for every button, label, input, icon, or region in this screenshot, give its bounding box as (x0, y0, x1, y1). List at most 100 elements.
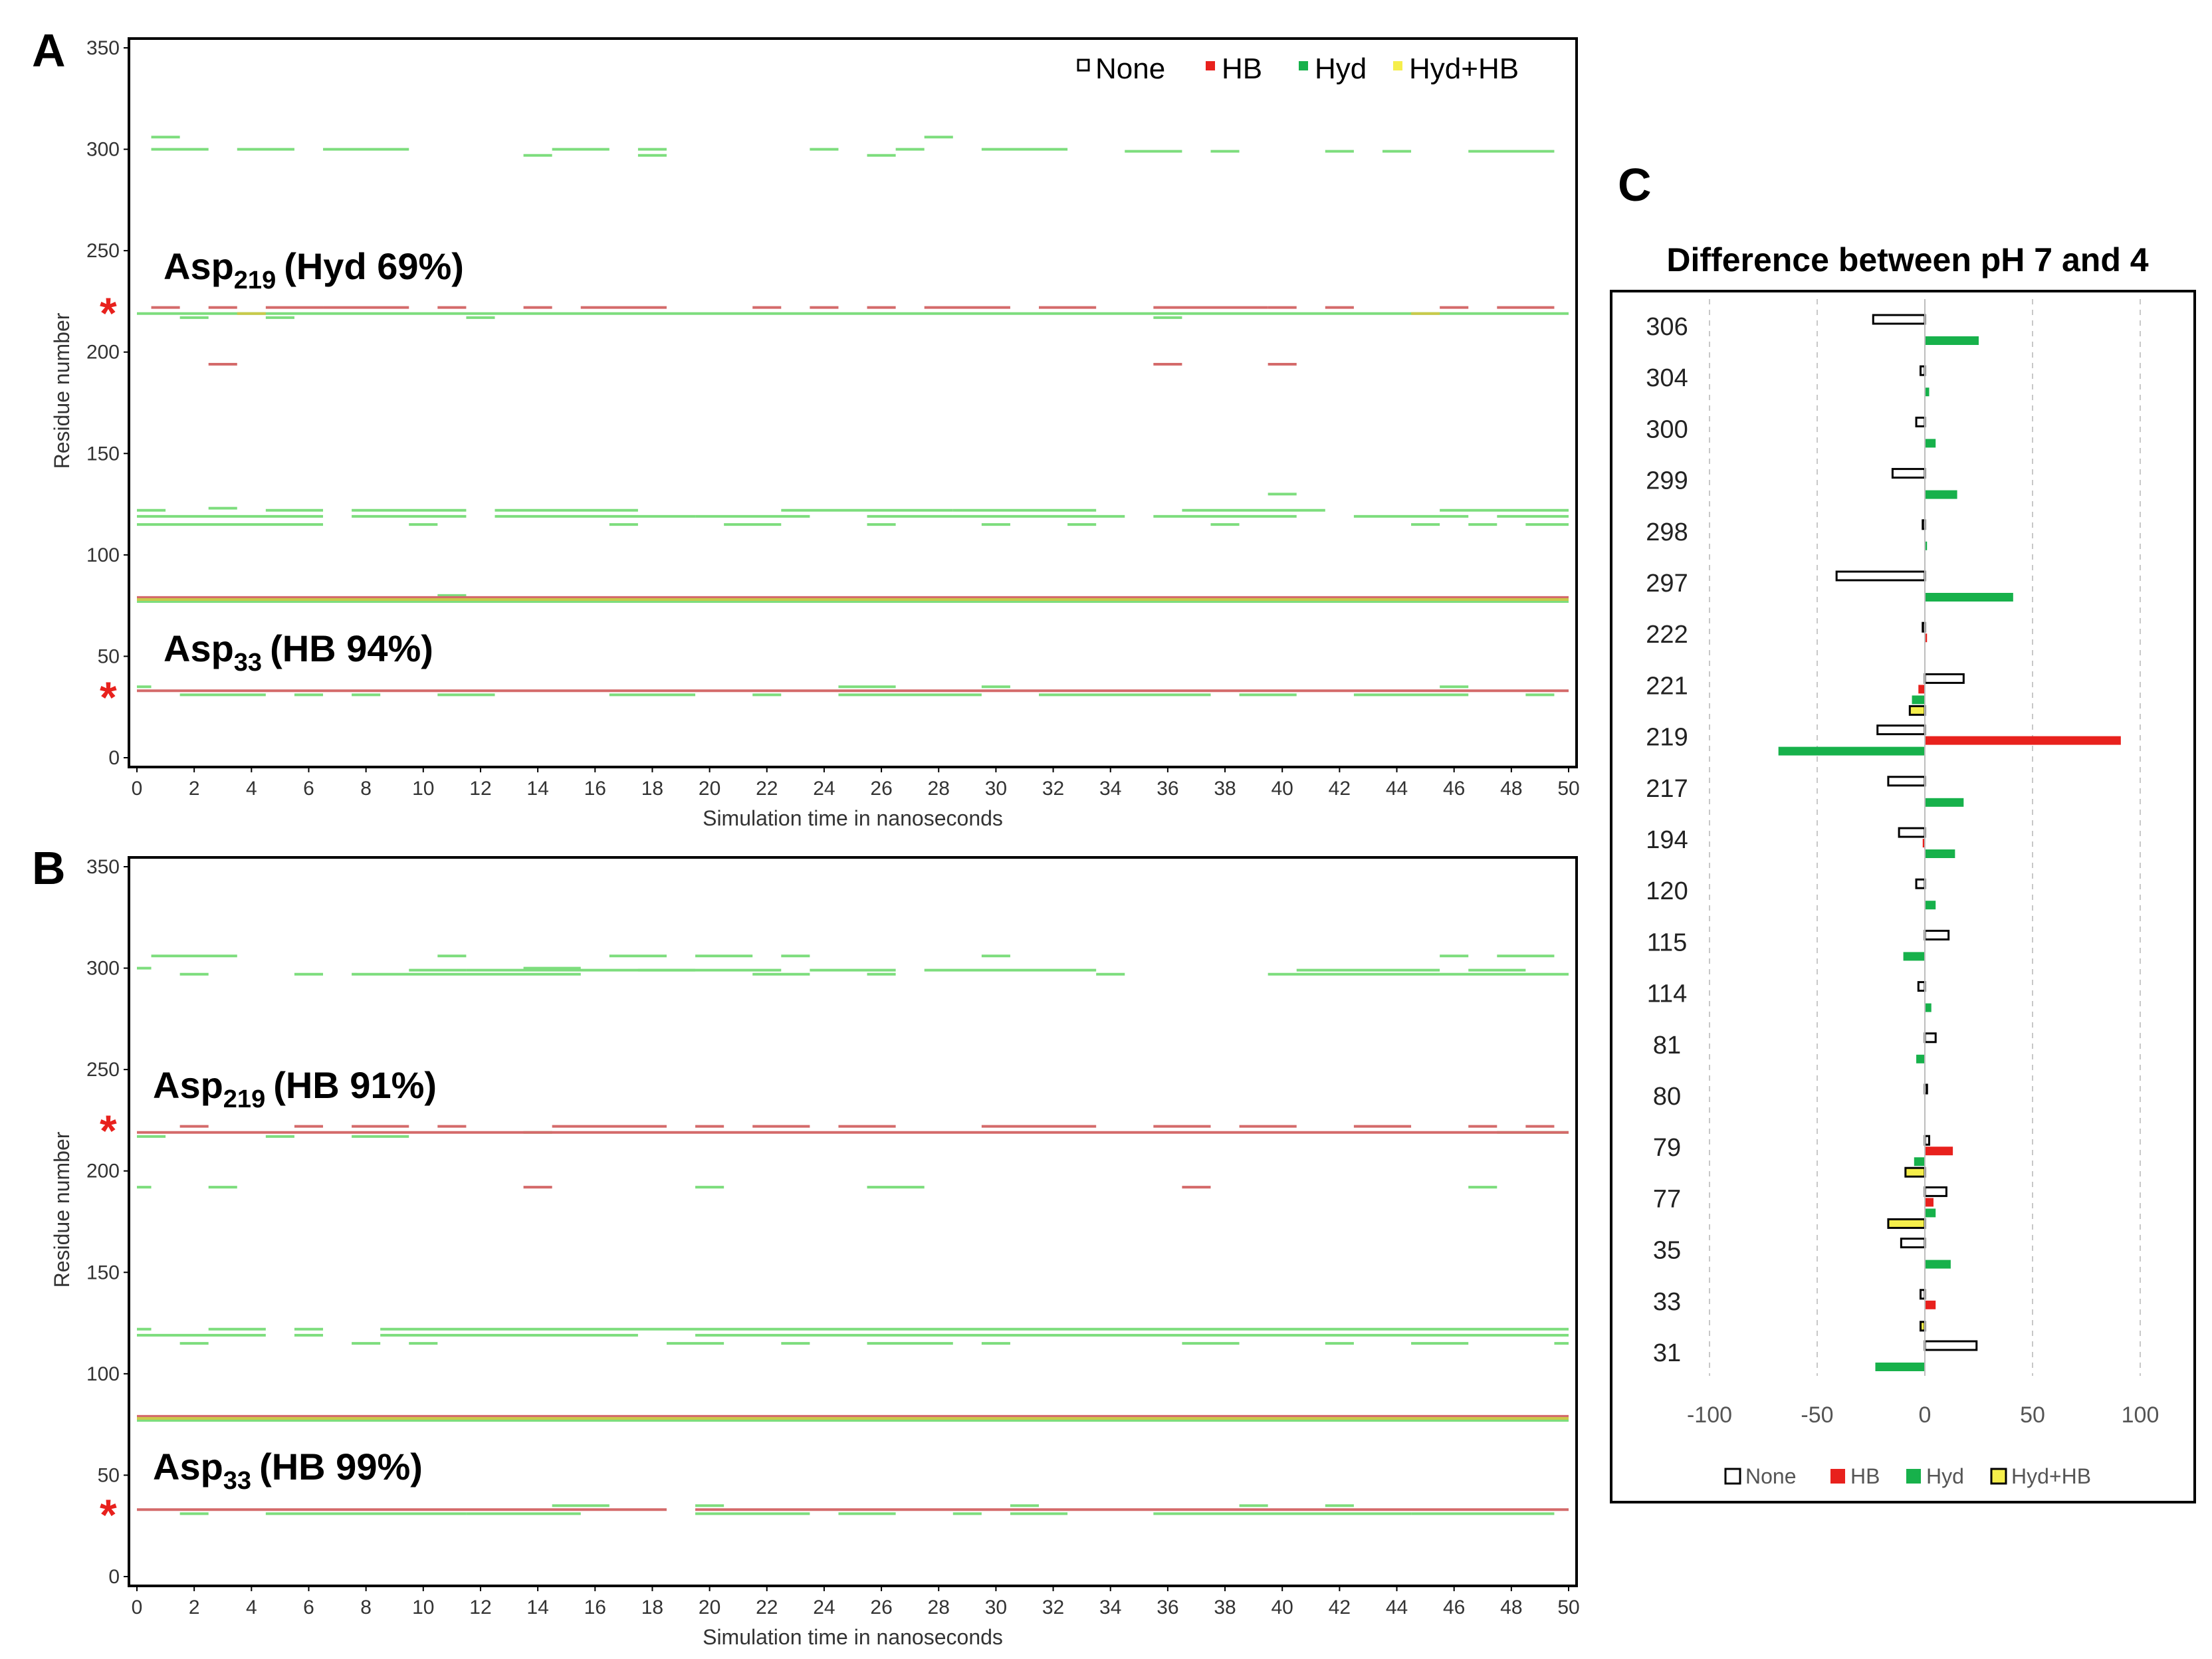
panel-b-xtick-label: 34 (1099, 1597, 1121, 1618)
panel-a-annot-asp219: Asp219 (Hyd 69%) (164, 245, 464, 294)
panel-c-bar-none (1917, 981, 1926, 992)
panel-c-category-label: 221 (1646, 672, 1688, 700)
panel-b-xtick-label: 18 (641, 1597, 663, 1618)
panel-c-bar-none (1900, 1238, 1926, 1249)
panel-a-ylabel: Residue number (50, 312, 74, 469)
legend-label-hydhb: Hyd+HB (1409, 53, 1519, 85)
panel-a: A 0 2 4 6 8 10 12 14 16 18 20 22 24 26 28 30 32 34 36 38 40 4… (32, 25, 1580, 830)
panel-c-bar-hyd (1925, 336, 1979, 345)
panel-c-category-label: 300 (1646, 415, 1688, 443)
panel-c-xtick-label: 0 (1919, 1402, 1932, 1428)
panel-c-bar-none (1891, 468, 1926, 479)
panel-b-xtick-label: 10 (412, 1597, 434, 1618)
panel-b-xtick-label: 48 (1500, 1597, 1522, 1618)
legend-swatch-hyd (1906, 1469, 1921, 1484)
panel-b-ytick-label: 150 (86, 1262, 120, 1283)
annot-subscript: 219 (223, 1085, 265, 1113)
legend-swatch-none (1724, 1468, 1741, 1485)
panel-a-xtick-label: 28 (928, 778, 950, 800)
panel-c-bar-none (1924, 673, 1965, 684)
annot-stat: (Hyd 69%) (284, 245, 464, 287)
panel-c-bar-hyd (1925, 1260, 1951, 1269)
legend-label-hyd: Hyd (1926, 1464, 1964, 1488)
panel-b-xtick-label: 44 (1386, 1597, 1408, 1618)
annot-subscript: 33 (223, 1467, 251, 1495)
panel-c-bar-hyd (1925, 849, 1955, 858)
panel-b-frame (128, 856, 1578, 1587)
panel-b-annot-asp33: Asp33 (HB 99%) (153, 1446, 423, 1495)
panel-c-bar-hb (1925, 736, 2121, 745)
panel-c-xtick-label: -50 (1801, 1402, 1833, 1428)
panel-c-bar-none (1915, 416, 1926, 427)
panel-b-xtick-label: 0 (132, 1597, 143, 1618)
panel-a-xtick-label: 10 (412, 778, 434, 800)
panel-c-plot-area: -100 -50 0 50 100 306 304 300 299 298 297 222 221 219… (1646, 299, 2159, 1428)
panel-b-xtick-label: 46 (1443, 1597, 1465, 1618)
annot-prefix: Asp (164, 627, 234, 669)
legend-label-hyd: Hyd (1315, 53, 1367, 85)
panel-c-category-label: 120 (1646, 877, 1688, 905)
panel-c-bar-hyd (1925, 490, 1957, 499)
panel-b-xtick-label: 28 (928, 1597, 950, 1618)
panel-c-bar-hyd (1916, 1054, 1925, 1063)
legend-label-hb: HB (1850, 1464, 1880, 1488)
panel-a-ytick-label: 200 (86, 342, 120, 364)
legend-label-hydhb: Hyd+HB (2011, 1464, 2091, 1488)
panel-c-bar-hb (1925, 1147, 1953, 1156)
panel-c-bar-hyd (1903, 952, 1925, 961)
panel-c-letter: C (1618, 159, 1652, 211)
panel-a-plot-area: 0 2 4 6 8 10 12 14 16 18 20 22 24 26 28 30 32 34 36 38 40 42 4… (86, 37, 1580, 800)
panel-a-xtick-label: 40 (1272, 778, 1293, 800)
panel-a-xtick-label: 4 (246, 778, 257, 800)
panel-b-xtick-label: 38 (1214, 1597, 1236, 1618)
panel-b-xtick-label: 32 (1042, 1597, 1064, 1618)
panel-c-bar-hyd (1925, 439, 1936, 448)
panel-c-bar-hb (1925, 1300, 1936, 1309)
panel-a-ytick-label: 300 (86, 139, 120, 161)
panel-c-bar-none (1876, 724, 1926, 736)
annot-prefix: Asp (164, 245, 234, 287)
panel-b-ytick-label: 300 (86, 958, 120, 980)
panel-a-xtick-label: 18 (641, 778, 663, 800)
panel-c-category-label: 217 (1646, 775, 1688, 803)
panel-c-bar-hb (1925, 1198, 1934, 1207)
panel-b-ytick-label: 100 (86, 1363, 120, 1385)
panel-c-xtick-label: 50 (2020, 1402, 2045, 1428)
panel-a-xtick-label: 22 (756, 778, 778, 800)
panel-c-bar-hyd (1778, 746, 1925, 756)
panel-a-xtick-label: 0 (132, 778, 143, 800)
panel-c-bar-hyd (1925, 541, 1928, 550)
panel-c-bar-hyd (1925, 901, 1936, 910)
annot-stat: (HB 94%) (270, 627, 433, 669)
panel-a-xtick-label: 12 (469, 778, 491, 800)
panel-a-legend: None HB Hyd Hyd+HB (1077, 53, 1519, 85)
panel-c-category-label: 222 (1646, 621, 1688, 649)
panel-a-xtick-label: 6 (303, 778, 314, 800)
panel-b-xtick-label: 42 (1329, 1597, 1351, 1618)
panel-b-xtick-label: 30 (985, 1597, 1007, 1618)
panel-a-xtick-label: 48 (1500, 778, 1522, 800)
panel-b-xtick-label: 50 (1557, 1597, 1579, 1618)
panel-c-bar-hyd (1925, 798, 1964, 807)
panel-a-ytick-label: 50 (98, 645, 120, 667)
panel-a-xlabel: Simulation time in nanoseconds (703, 806, 1003, 830)
panel-b-xlabel: Simulation time in nanoseconds (703, 1625, 1003, 1649)
panel-b-xtick-label: 6 (303, 1597, 314, 1618)
legend-swatch-hb (1206, 61, 1215, 70)
panel-b-ytick-label: 200 (86, 1161, 120, 1182)
panel-c-category-label: 115 (1647, 929, 1688, 956)
panel-b-letter: B (32, 842, 66, 894)
legend-swatch-hydhb (1990, 1468, 2007, 1485)
annot-stat: (HB 99%) (259, 1446, 423, 1488)
legend-swatch-hyd (1299, 61, 1308, 70)
panel-c-bar-hyd (1914, 1157, 1925, 1166)
panel-b-star-219: * (100, 1106, 117, 1155)
panel-b-xtick-label: 12 (469, 1597, 491, 1618)
panel-c-bar-none (1915, 878, 1926, 889)
panel-c-category-label: 81 (1653, 1032, 1681, 1059)
panel-c-category-label: 79 (1653, 1134, 1681, 1162)
panel-b-xtick-label: 40 (1272, 1597, 1293, 1618)
panel-c-category-label: 31 (1653, 1339, 1681, 1367)
panel-b: B 0 2 4 6 8 10 12 14 16 18 20 22 24 26 28 30 32 34 36 38 40 4… (32, 842, 1580, 1649)
panel-a-star-33: * (100, 673, 117, 722)
